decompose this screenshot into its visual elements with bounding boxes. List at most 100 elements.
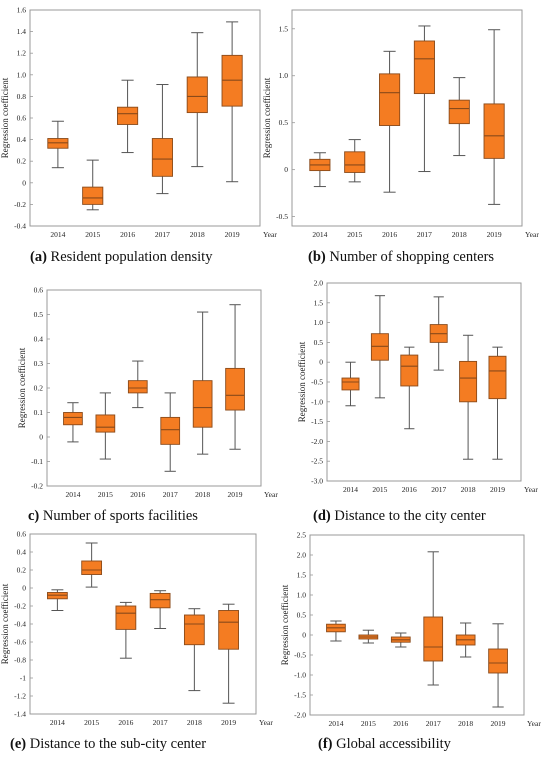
iqr-box xyxy=(82,186,104,205)
box-2017 xyxy=(429,296,448,371)
x-tick-label: 2018 xyxy=(187,718,202,727)
chart-panel-3: -0.2 -0.1 0 0.1 0.2 0.3 0.4 0.5 0.6 Regression co… xyxy=(17,286,278,525)
y-axis-label: Regression coefficient xyxy=(280,584,290,665)
y-tick-label: -0.2 xyxy=(31,482,43,491)
y-tick-label: 0.1 xyxy=(34,408,44,417)
x-tick-label: 2019 xyxy=(221,718,236,727)
y-tick-label: 0 xyxy=(302,631,306,640)
iqr-box xyxy=(117,106,139,125)
y-tick-label: -0.2 xyxy=(14,602,26,611)
x-tick-label: 2019 xyxy=(487,230,502,239)
y-tick-label: 1.0 xyxy=(17,70,27,79)
y-tick-label: -0.5 xyxy=(311,378,323,387)
box-2018 xyxy=(183,608,205,692)
iqr-box xyxy=(192,380,213,428)
caption-text: Global accessibility xyxy=(333,736,452,752)
x-tick-label: 2015 xyxy=(84,718,99,727)
chart-panel-4: -3.0 -2.5 -2.0 -1.5 -1.0 -0.5 0 0.5 1.0 1.5 2.0 Reg… xyxy=(297,279,538,525)
box-2017 xyxy=(160,392,181,472)
panel-caption: (f) Global accessibility xyxy=(318,736,452,752)
iqr-box xyxy=(160,416,181,445)
box-2016 xyxy=(115,601,137,659)
box-2016 xyxy=(127,360,148,409)
y-tick-label: 0.4 xyxy=(17,548,27,557)
box-2018 xyxy=(448,77,470,157)
x-unit-label: Year xyxy=(525,230,539,239)
y-tick-label: 2.0 xyxy=(314,279,324,288)
box-2017 xyxy=(413,25,435,173)
iqr-box xyxy=(370,333,389,361)
y-tick-label: -0.6 xyxy=(14,638,26,647)
y-tick-label: -2.0 xyxy=(294,711,306,720)
y-tick-label: 1.4 xyxy=(17,27,27,36)
y-tick-label: 0.6 xyxy=(17,114,27,123)
caption-text: Resident population density xyxy=(47,249,213,265)
box-2015 xyxy=(344,139,366,183)
x-tick-label: 2016 xyxy=(130,490,145,499)
x-tick-label: 2015 xyxy=(372,485,387,494)
x-tick-label: 2014 xyxy=(343,485,358,494)
panel-caption: (e) Distance to the sub-city center xyxy=(10,736,206,752)
box-2019 xyxy=(225,304,245,450)
y-tick-label: 1.0 xyxy=(279,71,289,80)
y-axis-label: Regression coefficient xyxy=(17,347,27,428)
y-tick-label: 0.5 xyxy=(314,338,324,347)
plot-frame xyxy=(309,534,525,716)
iqr-box xyxy=(448,99,470,125)
y-tick-label: 0 xyxy=(39,433,43,442)
x-tick-label: 2017 xyxy=(426,719,441,728)
x-tick-label: 2016 xyxy=(120,230,135,239)
y-tick-label: 0.6 xyxy=(17,530,27,539)
x-unit-label: Year xyxy=(527,719,541,728)
box-2015 xyxy=(358,629,379,644)
y-tick-label: -2.5 xyxy=(311,457,323,466)
y-tick-label: -3.0 xyxy=(311,477,323,486)
iqr-box xyxy=(149,592,171,609)
y-tick-label: 0 xyxy=(284,165,288,174)
y-tick-label: -1.2 xyxy=(14,692,26,701)
y-tick-label: 0.3 xyxy=(34,359,44,368)
y-tick-label: 0.4 xyxy=(34,335,44,344)
x-tick-label: 2019 xyxy=(225,230,240,239)
panel-caption: (a) Resident population density xyxy=(30,249,213,265)
y-tick-label: 0.4 xyxy=(17,135,27,144)
box-2018 xyxy=(186,32,208,168)
caption-letter: c) xyxy=(28,508,39,524)
y-tick-label: -1.5 xyxy=(311,417,323,426)
y-tick-label: 2.5 xyxy=(297,531,307,540)
x-unit-label: Year xyxy=(264,490,278,499)
panel-caption: (b) Number of shopping centers xyxy=(308,249,494,265)
y-tick-label: 1.0 xyxy=(314,318,324,327)
iqr-box xyxy=(115,605,137,630)
y-tick-label: -0.5 xyxy=(294,651,306,660)
iqr-box xyxy=(127,380,148,394)
y-tick-label: 1.2 xyxy=(17,49,27,58)
y-tick-label: 2.0 xyxy=(297,551,307,560)
box-2015 xyxy=(81,542,103,588)
box-2017 xyxy=(423,551,444,686)
x-unit-label: Year xyxy=(263,230,277,239)
x-tick-label: 2018 xyxy=(452,230,467,239)
box-2015 xyxy=(95,392,116,460)
iqr-box xyxy=(483,103,505,159)
y-tick-label: -0.4 xyxy=(14,620,26,629)
box-2015 xyxy=(370,295,389,399)
iqr-box xyxy=(344,151,366,173)
iqr-box xyxy=(413,40,435,95)
x-tick-label: 2014 xyxy=(328,719,343,728)
box-2019 xyxy=(483,29,505,205)
box-2014 xyxy=(326,620,346,642)
y-tick-label: 0.2 xyxy=(17,566,27,575)
box-2014 xyxy=(47,120,69,169)
iqr-box xyxy=(183,614,205,646)
plot-frame xyxy=(29,9,261,227)
x-tick-label: 2016 xyxy=(393,719,408,728)
box-2017 xyxy=(151,84,173,195)
box-2016 xyxy=(400,346,419,430)
x-tick-label: 2015 xyxy=(347,230,362,239)
box-2019 xyxy=(488,623,508,708)
x-tick-label: 2016 xyxy=(382,230,397,239)
x-tick-label: 2014 xyxy=(65,490,80,499)
y-tick-label: 1.6 xyxy=(17,6,27,15)
x-unit-label: Year xyxy=(524,485,538,494)
